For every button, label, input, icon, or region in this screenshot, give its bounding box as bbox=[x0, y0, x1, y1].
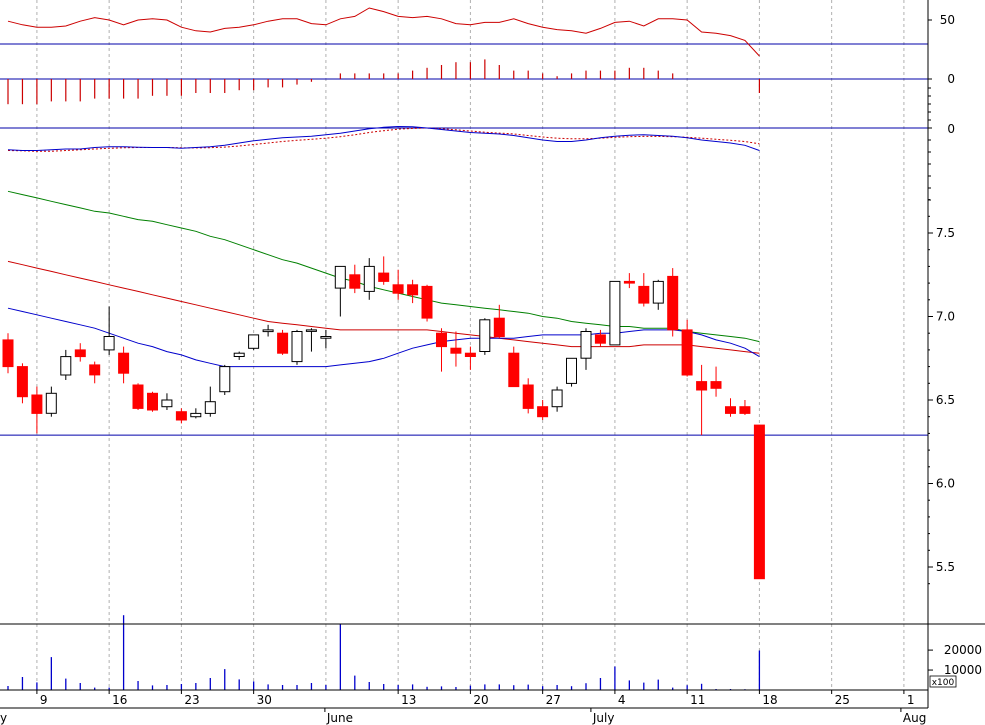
x-day-label: 30 bbox=[257, 693, 272, 707]
volume-multiplier-label: x100 bbox=[932, 678, 955, 688]
price-tick-label: 6.5 bbox=[936, 393, 955, 407]
candle-body bbox=[103, 336, 115, 351]
candle-body bbox=[392, 284, 404, 294]
candle-body bbox=[407, 284, 419, 296]
candle-body bbox=[551, 389, 563, 408]
x-day-label: 27 bbox=[546, 693, 561, 707]
candle-body bbox=[464, 352, 476, 358]
candle-body bbox=[739, 406, 751, 414]
candle-body bbox=[508, 352, 520, 388]
x-day-label: 4 bbox=[618, 693, 626, 707]
candle-body bbox=[580, 331, 592, 359]
candle-body bbox=[334, 265, 346, 289]
price-tick-label: 5.5 bbox=[936, 560, 955, 574]
volume-multiplier-box bbox=[929, 675, 957, 688]
macd-panel bbox=[0, 125, 928, 152]
candle-body bbox=[450, 347, 462, 354]
candle-body bbox=[204, 401, 216, 414]
x-month-label: June bbox=[326, 711, 353, 725]
x-day-label: 1 bbox=[907, 693, 915, 707]
oscillator-panel bbox=[0, 59, 928, 105]
macd-tick-label: 0 bbox=[947, 122, 955, 136]
candle-body bbox=[522, 384, 534, 409]
x-day-label: 11 bbox=[690, 693, 705, 707]
x-day-label: 9 bbox=[40, 693, 48, 707]
price-tick-label: 6.0 bbox=[936, 477, 955, 491]
candle-body bbox=[320, 336, 332, 339]
candle-body bbox=[74, 349, 86, 358]
ma-short-line bbox=[7, 307, 760, 368]
candle-body bbox=[725, 406, 736, 414]
candle-body bbox=[493, 317, 505, 338]
price-tick-label: 7.0 bbox=[936, 310, 955, 324]
price-tick-label: 7.5 bbox=[936, 226, 955, 240]
candle-body bbox=[479, 319, 491, 352]
grid-layer bbox=[36, 0, 905, 690]
rsi-panel bbox=[0, 7, 928, 57]
candle-body bbox=[16, 366, 28, 398]
candle-body bbox=[623, 280, 635, 284]
ma-long-line bbox=[7, 190, 760, 343]
candle-body bbox=[262, 329, 274, 333]
x-day-label: 13 bbox=[401, 693, 416, 707]
candle-body bbox=[667, 275, 679, 331]
macd-signal-line bbox=[7, 127, 760, 152]
candle-body bbox=[638, 285, 650, 304]
candle-body bbox=[681, 329, 693, 376]
candle-body bbox=[45, 392, 57, 414]
ma-mid-line bbox=[7, 260, 760, 354]
rsi-tick-label: 50 bbox=[940, 13, 955, 27]
candle-body bbox=[132, 384, 144, 409]
candle-body bbox=[190, 412, 202, 418]
candle-body bbox=[537, 406, 549, 418]
candle-body bbox=[118, 352, 130, 374]
candle-body bbox=[60, 356, 72, 376]
candle-body bbox=[378, 272, 390, 282]
candle-body bbox=[291, 331, 303, 363]
candle-body bbox=[233, 352, 245, 358]
candle-body bbox=[219, 366, 231, 393]
x-day-label: 20 bbox=[473, 693, 488, 707]
x-month-label: July bbox=[592, 711, 615, 725]
candle-body bbox=[753, 424, 765, 580]
candle-body bbox=[349, 274, 361, 289]
candle-body bbox=[594, 334, 606, 344]
candle-body bbox=[363, 265, 375, 292]
macd-line bbox=[7, 125, 760, 151]
candle-body bbox=[710, 381, 722, 389]
candle-body bbox=[436, 332, 447, 348]
volume-tick-label: 10000 bbox=[944, 663, 982, 677]
x-month-label: Aug bbox=[903, 711, 926, 725]
x-day-label: 23 bbox=[184, 693, 199, 707]
candle-body bbox=[175, 411, 187, 421]
candle-body bbox=[421, 285, 433, 319]
x-day-label: 18 bbox=[762, 693, 777, 707]
candle-body bbox=[248, 334, 260, 349]
candle-body bbox=[652, 280, 664, 304]
volume-tick-label: 20000 bbox=[944, 643, 982, 657]
candle-body bbox=[696, 381, 708, 391]
x-day-label: 16 bbox=[112, 693, 127, 707]
candle-body bbox=[147, 392, 158, 411]
candle-body bbox=[31, 394, 43, 414]
candle-body bbox=[2, 339, 14, 368]
candle-body bbox=[89, 364, 101, 376]
osc-tick-label: 0 bbox=[947, 72, 955, 86]
price-panel bbox=[0, 190, 928, 580]
x-day-label: 25 bbox=[835, 693, 850, 707]
candle-body bbox=[161, 399, 173, 408]
candle-body bbox=[305, 329, 317, 332]
rsi-line bbox=[7, 7, 760, 57]
candle-body bbox=[277, 332, 289, 354]
volume-panel bbox=[7, 615, 761, 690]
candle-body bbox=[566, 357, 577, 384]
candle-body bbox=[609, 280, 621, 346]
x-month-label: y bbox=[0, 711, 7, 725]
